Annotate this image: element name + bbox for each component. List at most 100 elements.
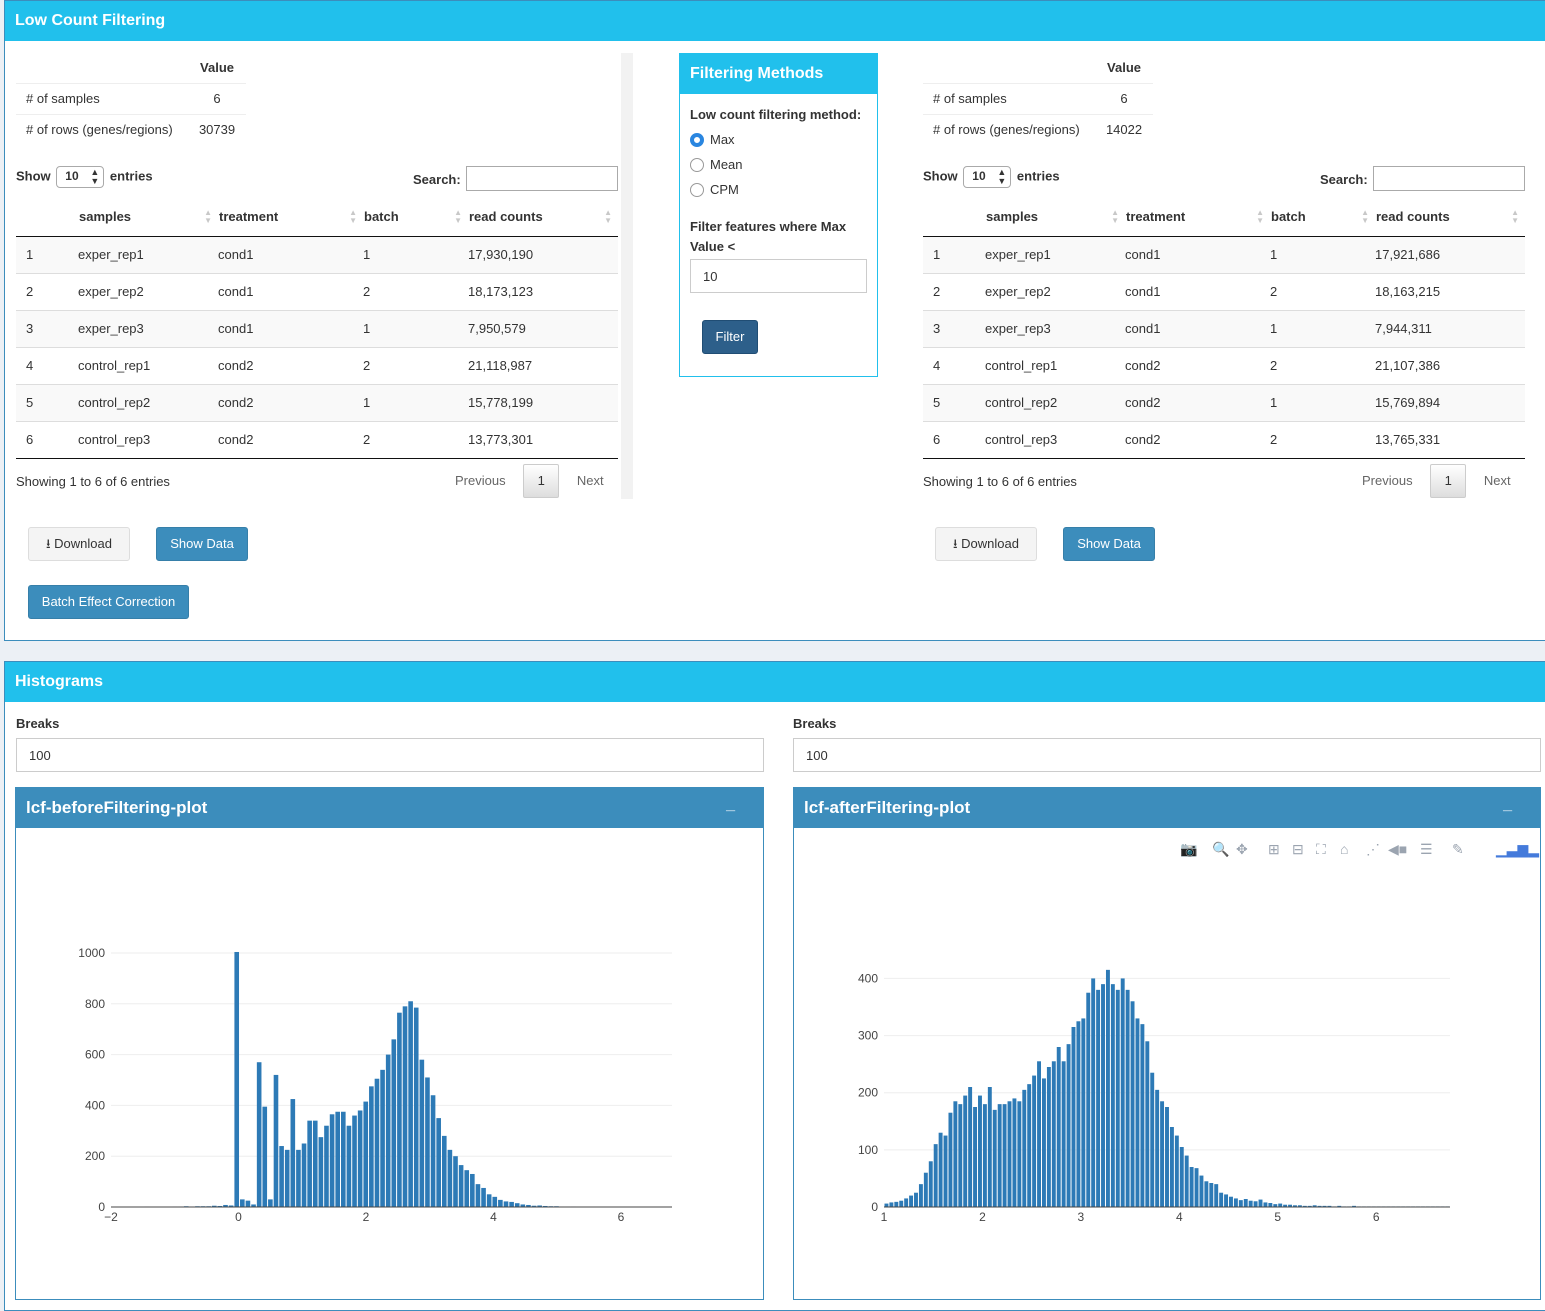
page-1-button[interactable]: 1	[523, 464, 559, 498]
histogram-bar	[1037, 1061, 1041, 1207]
histogram-bar	[352, 1116, 357, 1207]
cell-sample: exper_rep1	[985, 236, 1125, 273]
search-input[interactable]	[466, 166, 618, 191]
histogram-bar	[1121, 978, 1125, 1207]
histogram-bar	[448, 1150, 453, 1207]
next-button[interactable]: Next	[577, 473, 604, 488]
cell-read-counts: 13,773,301	[468, 421, 618, 458]
cell-batch: 2	[1270, 421, 1375, 458]
histogram-bar	[978, 1096, 982, 1207]
radio-cpm[interactable]: CPM	[690, 182, 739, 197]
cell-read-counts: 18,173,123	[468, 273, 618, 310]
cell-read-counts: 7,950,579	[468, 310, 618, 347]
entries-select[interactable]: 10▲▼	[56, 166, 104, 188]
page-1-button[interactable]: 1	[1430, 464, 1466, 498]
cell-treatment: cond1	[1125, 236, 1270, 273]
radio-selected-icon	[690, 133, 704, 147]
histogram-bar	[1022, 1090, 1026, 1207]
histogram-bar	[279, 1146, 284, 1207]
y-tick-label: 200	[858, 1086, 878, 1100]
x-tick-label: −2	[104, 1210, 118, 1224]
entries-control: Show 10▲▼ entries	[923, 166, 1060, 188]
histogram-bar	[988, 1087, 992, 1207]
cell-read-counts: 18,163,215	[1375, 273, 1525, 310]
radio-mean[interactable]: Mean	[690, 157, 743, 172]
plot-title: lcf-beforeFiltering-plot	[26, 798, 207, 817]
cell-treatment: cond2	[1125, 347, 1270, 384]
histogram-bar	[1239, 1200, 1243, 1207]
entries-select[interactable]: 10▲▼	[963, 166, 1011, 188]
download-button[interactable]: ⭳ Download	[935, 527, 1037, 561]
table-scroll-area[interactable]	[621, 53, 633, 499]
col-samples[interactable]: samples▲▼	[78, 198, 218, 236]
search-label: Search:	[413, 172, 461, 187]
histogram-bar	[1263, 1202, 1267, 1207]
col-read-counts[interactable]: read counts▲▼	[468, 198, 618, 236]
histogram-bar	[386, 1055, 391, 1207]
threshold-input[interactable]: 10	[690, 259, 867, 293]
histogram-bar	[1131, 1001, 1135, 1207]
col-batch[interactable]: batch▲▼	[1270, 198, 1375, 236]
cell-sample: control_rep2	[985, 384, 1125, 421]
cell-sample: exper_rep2	[985, 273, 1125, 310]
minimize-icon[interactable]: _	[1503, 796, 1512, 814]
col-read-counts[interactable]: read counts▲▼	[1375, 198, 1525, 236]
histogram-bar	[504, 1201, 509, 1207]
batch-effect-correction-button[interactable]: Batch Effect Correction	[28, 585, 189, 619]
histogram-bar	[889, 1202, 893, 1207]
radio-icon	[690, 183, 704, 197]
cell-batch: 1	[363, 384, 468, 421]
x-tick-label: 2	[363, 1210, 370, 1224]
download-button[interactable]: ⭳ Download	[28, 527, 130, 561]
histogram-bar	[944, 1136, 948, 1207]
box-title: Histograms	[5, 662, 1545, 702]
value-header: Value	[188, 53, 246, 83]
histogram-bar	[431, 1095, 436, 1207]
previous-button[interactable]: Previous	[1362, 473, 1413, 488]
filter-button[interactable]: Filter	[702, 320, 758, 354]
cell-sample: exper_rep3	[78, 310, 218, 347]
col-treatment[interactable]: treatment▲▼	[218, 198, 363, 236]
histogram-bar	[1278, 1204, 1282, 1207]
histogram-bar	[487, 1194, 492, 1207]
histogram-bar	[1180, 1147, 1184, 1207]
y-tick-label: 300	[858, 1029, 878, 1043]
previous-button[interactable]: Previous	[455, 473, 506, 488]
col-treatment[interactable]: treatment▲▼	[1125, 198, 1270, 236]
breaks-input-left[interactable]: 100	[16, 738, 764, 772]
summary-label: # of samples	[923, 83, 1095, 114]
y-tick-label: 400	[858, 971, 878, 985]
show-data-button[interactable]: Show Data	[156, 527, 248, 561]
breaks-input-right[interactable]: 100	[793, 738, 1541, 772]
cell-sample: control_rep3	[985, 421, 1125, 458]
histogram-bar	[1175, 1136, 1179, 1207]
histogram-bar	[397, 1013, 402, 1207]
radio-max[interactable]: Max	[690, 132, 735, 147]
search-input[interactable]	[1373, 166, 1525, 191]
y-tick-label: 0	[871, 1200, 878, 1214]
next-button[interactable]: Next	[1484, 473, 1511, 488]
col-batch[interactable]: batch▲▼	[363, 198, 468, 236]
histogram-bar	[515, 1203, 520, 1207]
minimize-icon[interactable]: _	[726, 796, 735, 814]
col-samples[interactable]: samples▲▼	[985, 198, 1125, 236]
cell-batch: 1	[363, 236, 468, 273]
show-data-button[interactable]: Show Data	[1063, 527, 1155, 561]
histogram-bar	[319, 1137, 324, 1207]
